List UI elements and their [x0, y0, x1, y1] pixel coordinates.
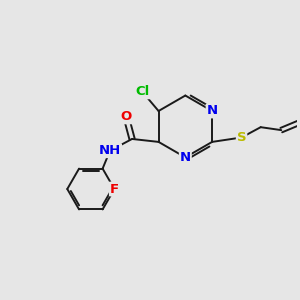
Text: N: N — [206, 104, 218, 118]
Text: F: F — [110, 182, 119, 196]
Text: N: N — [180, 151, 191, 164]
Text: NH: NH — [99, 144, 121, 157]
Text: Cl: Cl — [135, 85, 149, 98]
Text: O: O — [121, 110, 132, 123]
Text: S: S — [237, 131, 246, 144]
